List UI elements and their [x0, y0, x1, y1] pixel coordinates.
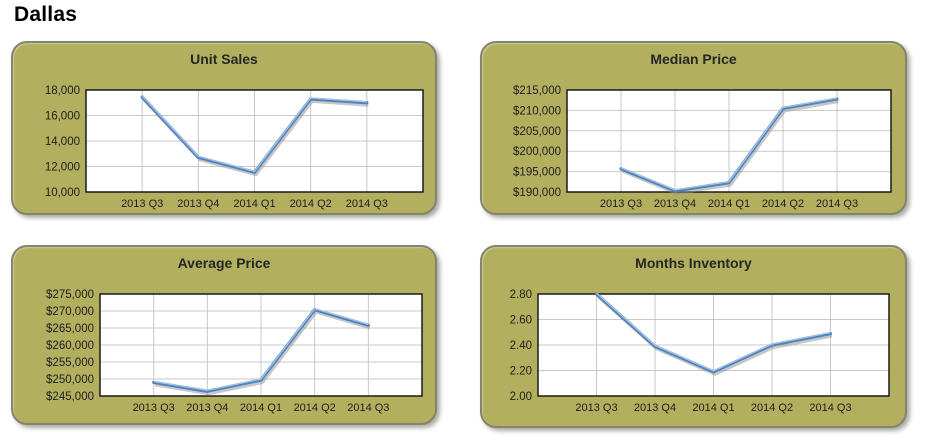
svg-text:2014 Q3: 2014 Q3	[809, 402, 851, 414]
average-price-chart: $275,000 $270,000 $265,000 $260,000 $255,000…	[46, 289, 423, 414]
svg-text:$215,000: $215,000	[513, 85, 561, 97]
svg-text:2014 Q2: 2014 Q2	[751, 402, 793, 414]
unit-sales-panel: Unit Sales 18,000 16,000 14,000 12,000 10,00…	[11, 41, 437, 215]
svg-text:10,000: 10,000	[45, 187, 80, 199]
svg-text:2013 Q4: 2013 Q4	[634, 402, 676, 414]
svg-text:2013 Q4: 2013 Q4	[186, 402, 228, 414]
svg-text:$195,000: $195,000	[513, 167, 561, 179]
svg-text:2014 Q1: 2014 Q1	[233, 198, 275, 210]
svg-text:2014 Q1: 2014 Q1	[240, 402, 282, 414]
svg-text:2013 Q3: 2013 Q3	[575, 402, 617, 414]
svg-text:2.20: 2.20	[510, 366, 532, 378]
svg-text:2013 Q4: 2013 Q4	[654, 198, 696, 210]
svg-text:$260,000: $260,000	[46, 340, 94, 352]
svg-text:2013 Q3: 2013 Q3	[133, 402, 175, 414]
average-price-title: Average Price	[177, 255, 271, 271]
unit-sales-chart: 18,000 16,000 14,000 12,000 10,000 2013 Q3 201…	[45, 85, 424, 210]
svg-text:14,000: 14,000	[45, 136, 80, 148]
svg-text:18,000: 18,000	[45, 85, 80, 97]
page-title: Dallas	[14, 3, 78, 26]
months-inventory-title: Months Inventory	[635, 255, 752, 271]
svg-text:2014 Q3: 2014 Q3	[347, 402, 389, 414]
svg-text:2.00: 2.00	[510, 391, 532, 403]
median-price-panel: Median Price $215,000 $210,000 $205,000 $20…	[480, 41, 907, 215]
svg-text:$190,000: $190,000	[513, 187, 561, 199]
unit-sales-title: Unit Sales	[190, 51, 258, 67]
svg-text:$265,000: $265,000	[46, 323, 94, 335]
svg-text:2.40: 2.40	[510, 340, 532, 352]
svg-text:$245,000: $245,000	[46, 391, 94, 403]
svg-text:$275,000: $275,000	[46, 289, 94, 301]
svg-text:2014 Q3: 2014 Q3	[816, 198, 858, 210]
svg-text:$270,000: $270,000	[46, 306, 94, 318]
svg-text:2014 Q2: 2014 Q2	[762, 198, 804, 210]
svg-text:2014 Q1: 2014 Q1	[692, 402, 734, 414]
svg-text:2013 Q3: 2013 Q3	[600, 198, 642, 210]
svg-text:2013 Q3: 2013 Q3	[121, 198, 163, 210]
months-inventory-panel: Months Inventory 2.80 2.60 2.40 2.20 2.00 201…	[480, 245, 907, 428]
svg-text:2.60: 2.60	[510, 315, 532, 327]
months-inventory-chart: 2.80 2.60 2.40 2.20 2.00 2013 Q3 2013 Q4 2014 Q…	[510, 289, 890, 414]
svg-text:$205,000: $205,000	[513, 126, 561, 138]
svg-text:$210,000: $210,000	[513, 105, 561, 117]
svg-text:2014 Q3: 2014 Q3	[346, 198, 388, 210]
svg-text:12,000: 12,000	[45, 162, 80, 174]
svg-text:$255,000: $255,000	[46, 357, 94, 369]
svg-text:$200,000: $200,000	[513, 146, 561, 158]
average-price-panel: Average Price $275,000 $270,000 $265,000 $2…	[11, 245, 437, 425]
svg-text:2013 Q4: 2013 Q4	[177, 198, 219, 210]
median-price-chart: $215,000 $210,000 $205,000 $200,000 $195,000…	[513, 85, 892, 210]
svg-text:$250,000: $250,000	[46, 374, 94, 386]
svg-text:2014 Q2: 2014 Q2	[290, 198, 332, 210]
svg-text:16,000: 16,000	[45, 111, 80, 123]
median-price-title: Median Price	[650, 51, 737, 67]
svg-text:2014 Q1: 2014 Q1	[708, 198, 750, 210]
svg-text:2014 Q2: 2014 Q2	[294, 402, 336, 414]
svg-text:2.80: 2.80	[510, 289, 532, 301]
